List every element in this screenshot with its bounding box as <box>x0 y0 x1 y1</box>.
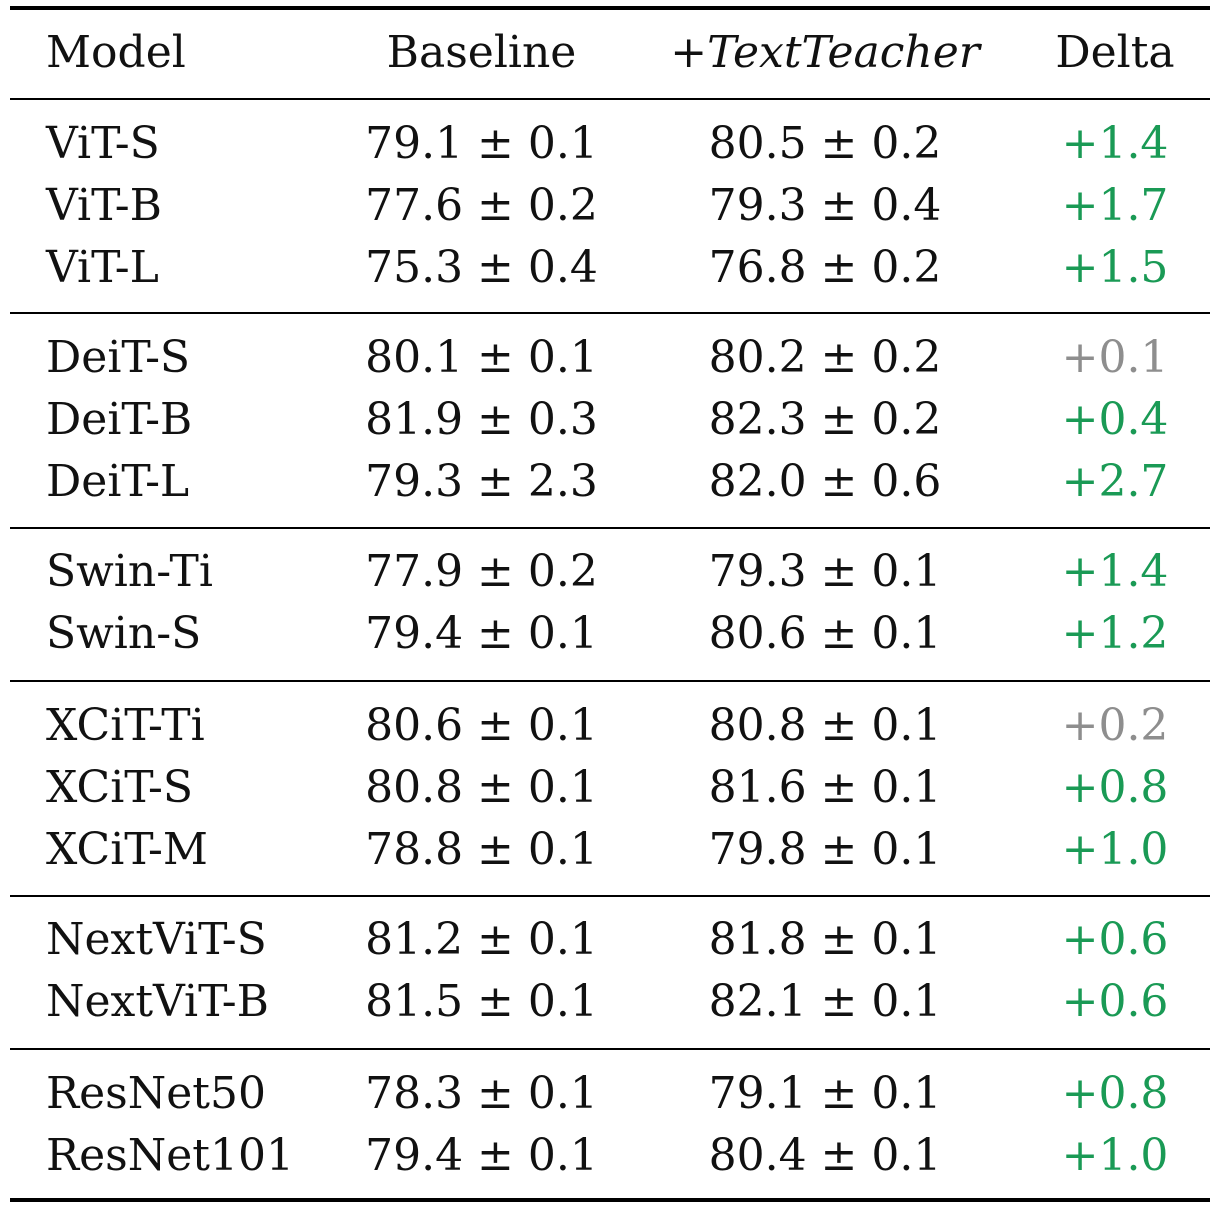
table-cell-delta: +1.4 <box>1061 118 1169 169</box>
table-cell-teacher: 76.8 ± 0.2 <box>708 242 942 293</box>
table-cell-teacher: 79.1 ± 0.1 <box>708 1068 942 1119</box>
table-cell-delta: +0.4 <box>1061 394 1169 445</box>
group-separator <box>10 527 1210 529</box>
table-cell-delta: +1.0 <box>1061 1130 1169 1181</box>
header-teacher-prefix: + <box>670 27 708 78</box>
table-cell-baseline: 79.4 ± 0.1 <box>365 608 598 659</box>
table-cell-model: ResNet50 <box>46 1068 266 1119</box>
table-cell-teacher: 82.3 ± 0.2 <box>708 394 942 445</box>
header-textteacher: +TextTeacher <box>660 25 990 81</box>
table-cell-model: ViT-L <box>46 242 159 293</box>
table-cell-baseline: 79.3 ± 2.3 <box>365 456 598 507</box>
group-separator <box>10 895 1210 897</box>
table-cell-baseline: 75.3 ± 0.4 <box>365 242 598 293</box>
table-cell-baseline: 78.8 ± 0.1 <box>365 824 598 875</box>
table-cell-model: XCiT-M <box>46 824 208 875</box>
table-cell-teacher: 80.2 ± 0.2 <box>708 332 942 383</box>
table-cell-baseline: 81.5 ± 0.1 <box>365 976 598 1027</box>
table-cell-delta: +0.8 <box>1061 762 1169 813</box>
table-cell-model: ResNet101 <box>46 1130 294 1181</box>
table-cell-model: ViT-S <box>46 118 160 169</box>
table-cell-baseline: 81.9 ± 0.3 <box>365 394 598 445</box>
table-cell-teacher: 82.0 ± 0.6 <box>708 456 942 507</box>
table-cell-teacher: 79.8 ± 0.1 <box>708 824 942 875</box>
table-top-rule <box>10 6 1210 10</box>
table-cell-baseline: 78.3 ± 0.1 <box>365 1068 598 1119</box>
header-model: Model <box>46 27 186 78</box>
table-cell-teacher: 80.8 ± 0.1 <box>708 700 942 751</box>
table-cell-teacher: 80.6 ± 0.1 <box>708 608 942 659</box>
table-cell-model: XCiT-Ti <box>46 700 205 751</box>
group-separator <box>10 680 1210 682</box>
table-cell-baseline: 81.2 ± 0.1 <box>365 914 598 965</box>
table-cell-delta: +1.0 <box>1061 824 1169 875</box>
table-cell-model: Swin-Ti <box>46 546 213 597</box>
header-delta: Delta <box>1055 27 1175 78</box>
table-cell-model: XCiT-S <box>46 762 193 813</box>
table-cell-delta: +0.6 <box>1061 914 1169 965</box>
table-cell-teacher: 81.8 ± 0.1 <box>708 914 942 965</box>
table-cell-baseline: 80.8 ± 0.1 <box>365 762 598 813</box>
table-cell-model: ViT-B <box>46 180 162 231</box>
table-cell-baseline: 79.4 ± 0.1 <box>365 1130 598 1181</box>
table-cell-baseline: 77.6 ± 0.2 <box>365 180 598 231</box>
table-cell-delta: +1.4 <box>1061 546 1169 597</box>
header-baseline: Baseline <box>386 27 577 78</box>
table-cell-baseline: 80.1 ± 0.1 <box>365 332 598 383</box>
table-cell-baseline: 80.6 ± 0.1 <box>365 700 598 751</box>
table-bottom-rule <box>10 1198 1210 1202</box>
table-cell-baseline: 77.9 ± 0.2 <box>365 546 598 597</box>
table-cell-delta: +1.2 <box>1061 608 1169 659</box>
table-cell-teacher: 79.3 ± 0.4 <box>708 180 942 231</box>
table-cell-delta: +1.7 <box>1061 180 1169 231</box>
table-cell-model: NextViT-S <box>46 914 267 965</box>
group-separator <box>10 312 1210 314</box>
table-cell-delta: +0.6 <box>1061 976 1169 1027</box>
table-cell-teacher: 82.1 ± 0.1 <box>708 976 942 1027</box>
table-cell-model: DeiT-S <box>46 332 191 383</box>
group-separator <box>10 1048 1210 1050</box>
table-cell-delta: +0.1 <box>1061 332 1169 383</box>
table-cell-model: NextViT-B <box>46 976 269 1027</box>
table-cell-delta: +0.8 <box>1061 1068 1169 1119</box>
table-cell-teacher: 80.4 ± 0.1 <box>708 1130 942 1181</box>
header-rule <box>10 98 1210 100</box>
table-cell-teacher: 81.6 ± 0.1 <box>708 762 942 813</box>
table-cell-model: Swin-S <box>46 608 202 659</box>
table-cell-delta: +0.2 <box>1061 700 1169 751</box>
table-cell-delta: +2.7 <box>1061 456 1169 507</box>
table-cell-delta: +1.5 <box>1061 242 1169 293</box>
header-teacher-name: TextTeacher <box>707 27 980 78</box>
table-cell-model: DeiT-L <box>46 456 190 507</box>
table-cell-teacher: 79.3 ± 0.1 <box>708 546 942 597</box>
table-cell-model: DeiT-B <box>46 394 193 445</box>
table-cell-baseline: 79.1 ± 0.1 <box>365 118 598 169</box>
table-cell-teacher: 80.5 ± 0.2 <box>708 118 942 169</box>
